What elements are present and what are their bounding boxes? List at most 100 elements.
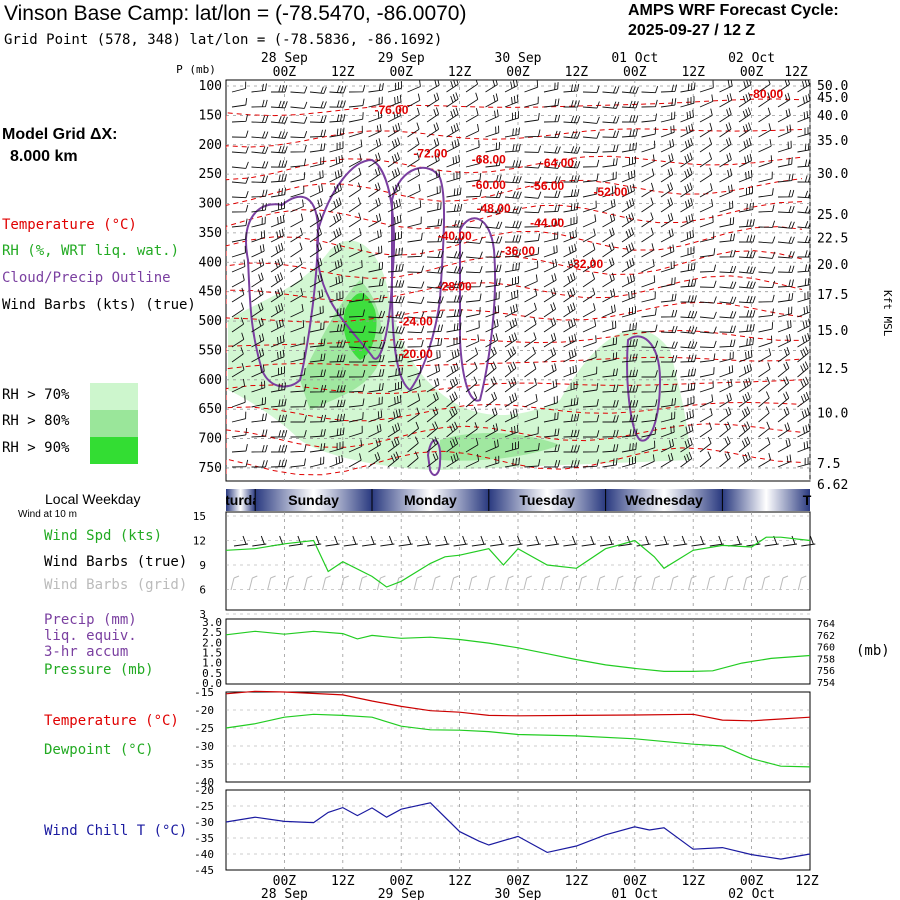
wind-barb — [738, 377, 752, 393]
wind-barb — [543, 130, 561, 139]
wind-barb — [641, 113, 658, 123]
wind-barb — [290, 86, 308, 94]
wind-barb — [719, 93, 733, 108]
wind-barb — [738, 169, 753, 183]
wind-barb — [309, 414, 327, 423]
wind-barb — [407, 122, 420, 138]
wind-barb — [543, 459, 561, 468]
top-date-label: 30 Sep — [495, 51, 542, 66]
wind-barb — [777, 293, 794, 303]
dewpoint-line — [225, 713, 811, 768]
wind-barb — [582, 242, 596, 258]
wind-barb — [582, 116, 600, 124]
wind-barb — [758, 348, 772, 363]
wind-barb — [797, 332, 810, 348]
grid-barb — [706, 575, 715, 591]
wind-barb — [387, 214, 402, 228]
cloud-outline-3 — [391, 166, 446, 392]
cloud-outline-2 — [316, 158, 395, 360]
wind-barb — [680, 396, 695, 408]
legend-pressure: Pressure (mb) — [44, 662, 154, 678]
chart-title: Vinson Base Camp: lat/lon = (-78.5470, -… — [4, 2, 467, 25]
wind-barb — [621, 169, 636, 183]
wind-barb — [231, 204, 249, 213]
wind-barb — [582, 399, 599, 408]
precip-tick-label: 2.0 — [202, 636, 222, 649]
wind-chill-tick-label: -25 — [194, 800, 214, 813]
wind-barb — [251, 397, 267, 408]
wind-barb — [777, 157, 793, 168]
wind-barb — [329, 154, 343, 168]
weekday-cell — [255, 489, 372, 511]
wind-barb — [797, 304, 810, 318]
wind-barb — [621, 306, 636, 318]
wind-barb — [251, 203, 267, 213]
wind-barb — [407, 93, 421, 108]
legend-dewpoint: Dewpoint (°C) — [44, 742, 154, 758]
wind-barb — [738, 349, 753, 363]
wind-barb — [485, 319, 499, 333]
weekday-label: Wednesday — [625, 492, 703, 508]
wind-barb — [309, 129, 327, 138]
bottom-hour-label: 00Z — [389, 874, 413, 889]
isotherm — [226, 178, 803, 206]
wind-barb — [407, 281, 425, 289]
wind-barb — [660, 293, 677, 303]
wind-chill-line — [225, 802, 811, 860]
true-barb — [728, 535, 743, 547]
pressure-tick-label: 450 — [199, 285, 222, 300]
wind-barb — [426, 350, 441, 363]
kft-tick-label: 10.0 — [817, 406, 848, 421]
wind-barb — [582, 145, 600, 154]
wind-barb — [680, 152, 693, 168]
wind-barb — [290, 130, 308, 139]
wind-barb — [543, 287, 557, 303]
wind-barb — [524, 394, 538, 408]
wind-barb — [329, 323, 346, 333]
wind-barb — [680, 382, 696, 393]
wind-barb — [524, 317, 537, 333]
true-barb — [325, 535, 340, 547]
wind-barb — [719, 168, 733, 183]
wind-barb — [602, 352, 618, 363]
grid-barb — [688, 575, 697, 591]
wind-barb — [465, 189, 482, 198]
wind-barb — [504, 441, 519, 453]
wind-barb — [426, 122, 440, 138]
isotherm-label: -52.00 — [593, 185, 627, 199]
wind-barb — [251, 258, 265, 273]
wind-barb — [290, 101, 308, 109]
wind-barb — [719, 184, 733, 198]
wind-barb — [407, 200, 422, 213]
wind-barb — [485, 264, 502, 273]
wind-barb — [524, 219, 541, 228]
legend-wind-barbs: Wind Barbs (kts) (true) — [2, 297, 196, 313]
wind-barb — [368, 83, 384, 93]
wind-barb — [680, 279, 697, 288]
wind-barb — [309, 384, 327, 393]
wind-barb — [563, 364, 577, 378]
wind-barb — [602, 158, 618, 168]
wind-barb — [699, 183, 713, 198]
temperature-tick-label: -35 — [194, 758, 214, 771]
wind-barb — [641, 399, 658, 408]
wind-barb — [368, 96, 383, 108]
wind-barb — [660, 244, 675, 258]
wind-barb — [563, 175, 580, 183]
wind-barb — [310, 400, 327, 408]
wind-barb — [777, 236, 795, 244]
wind-barb — [543, 332, 557, 348]
wind-barb — [290, 172, 306, 183]
grid-barb — [578, 575, 587, 591]
wind-barb — [309, 227, 323, 243]
true-barb — [435, 535, 450, 547]
wind-barb — [758, 204, 775, 213]
wind-barb — [563, 257, 576, 273]
wind-barb — [543, 98, 560, 108]
wind-barb — [738, 266, 756, 274]
wind-barb — [290, 336, 305, 348]
wind-barb — [387, 137, 401, 153]
wind-chill-panel-frame — [225, 789, 811, 871]
wind-barb — [621, 183, 635, 198]
wind-barb — [777, 391, 790, 408]
